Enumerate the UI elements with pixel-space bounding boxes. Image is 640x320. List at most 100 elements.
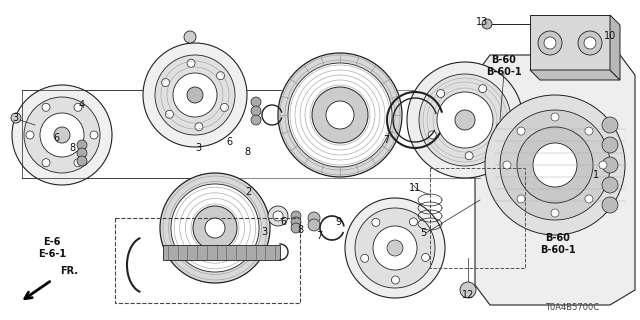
Text: B-60-1: B-60-1 [486,67,522,77]
Circle shape [372,218,380,226]
Circle shape [251,115,261,125]
Bar [115,218,300,303]
Circle shape [193,206,237,250]
Text: 3: 3 [12,113,18,123]
Circle shape [465,152,473,160]
Text: B-60: B-60 [545,233,570,243]
Text: 6: 6 [53,133,59,143]
Circle shape [373,226,417,270]
Circle shape [602,117,618,133]
Circle shape [361,254,369,262]
Circle shape [268,206,288,226]
Circle shape [533,143,577,187]
Circle shape [410,218,417,226]
Circle shape [517,195,525,203]
Circle shape [460,282,476,298]
Text: 3: 3 [261,227,267,237]
Text: 1: 1 [593,170,599,180]
Circle shape [602,197,618,213]
Circle shape [273,211,283,221]
Polygon shape [530,70,620,80]
Circle shape [585,127,593,135]
Circle shape [12,85,112,185]
Text: 13: 13 [476,17,488,27]
Text: 8: 8 [297,225,303,235]
Circle shape [42,103,50,111]
Circle shape [187,59,195,67]
Text: 4: 4 [79,100,85,110]
Text: 11: 11 [409,183,421,193]
Circle shape [500,110,610,220]
Circle shape [74,159,82,167]
Circle shape [291,217,301,227]
Text: 8: 8 [244,147,250,157]
Circle shape [517,127,593,203]
Circle shape [387,240,403,256]
Polygon shape [163,245,280,260]
Circle shape [251,97,261,107]
Circle shape [220,103,228,111]
Circle shape [345,198,445,298]
Circle shape [166,110,173,118]
Text: 7: 7 [383,135,389,145]
Circle shape [584,37,596,49]
Circle shape [479,85,486,93]
Circle shape [407,62,523,178]
Bar [430,168,525,268]
Circle shape [74,103,82,111]
Circle shape [503,161,511,169]
Circle shape [24,97,100,173]
Text: B-60: B-60 [492,55,516,65]
Circle shape [326,101,354,129]
Circle shape [312,87,368,143]
Circle shape [428,131,436,139]
Circle shape [90,131,98,139]
Polygon shape [475,55,635,305]
Circle shape [171,184,259,272]
Circle shape [291,211,301,221]
Text: 12: 12 [462,290,474,300]
Text: B-60-1: B-60-1 [540,245,576,255]
Circle shape [143,43,247,147]
Circle shape [187,87,203,103]
Circle shape [485,95,625,235]
Text: 8: 8 [69,143,75,153]
Text: 2: 2 [245,187,251,197]
Circle shape [11,113,21,123]
Text: FR.: FR. [60,266,78,276]
Circle shape [355,208,435,288]
Circle shape [437,92,493,148]
Circle shape [517,127,525,135]
Circle shape [482,19,492,29]
Circle shape [205,218,225,238]
Circle shape [496,123,504,131]
Circle shape [173,73,217,117]
Circle shape [392,276,399,284]
Circle shape [40,113,84,157]
Circle shape [77,148,87,158]
Circle shape [77,140,87,150]
Circle shape [585,195,593,203]
Circle shape [308,212,320,224]
Circle shape [26,131,34,139]
Circle shape [291,223,301,233]
Circle shape [54,127,70,143]
Circle shape [455,110,475,130]
Circle shape [155,55,235,135]
Circle shape [160,173,270,283]
Circle shape [184,31,196,43]
Text: 9: 9 [335,217,341,227]
Circle shape [288,63,392,167]
Circle shape [551,113,559,121]
Circle shape [602,177,618,193]
Circle shape [544,37,556,49]
Text: 5: 5 [420,228,426,238]
Circle shape [42,159,50,167]
Text: 3: 3 [195,143,201,153]
Circle shape [599,161,607,169]
Circle shape [161,78,170,86]
Circle shape [578,31,602,55]
Text: T0A4B5700C: T0A4B5700C [545,303,599,313]
Text: 6: 6 [226,137,232,147]
Circle shape [77,156,87,166]
